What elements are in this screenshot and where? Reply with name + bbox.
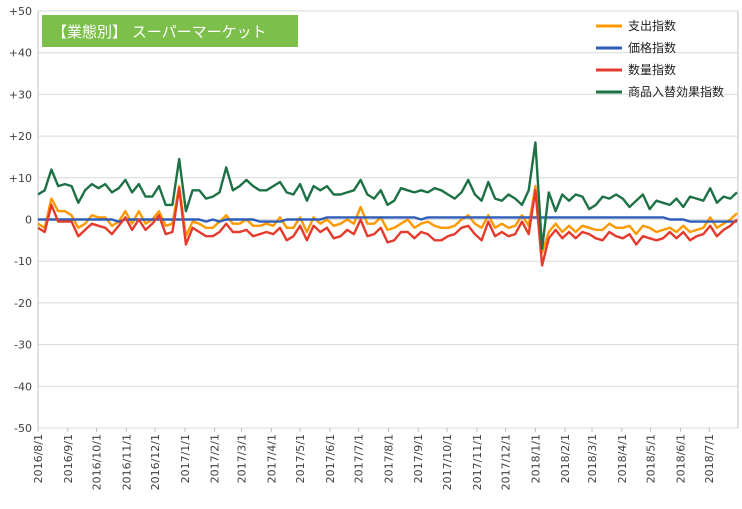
x-tick-label: 2017/4/1 xyxy=(265,434,278,483)
x-tick-label: 2017/7/1 xyxy=(353,434,366,483)
y-tick-label: +50 xyxy=(9,5,32,18)
x-tick-label: 2018/1/1 xyxy=(529,434,542,483)
y-tick-label: -20 xyxy=(14,297,32,310)
y-tick-label: -40 xyxy=(14,380,32,393)
y-tick-label: +40 xyxy=(9,47,32,60)
x-tick-label: 2017/11/1 xyxy=(471,434,484,490)
x-tick-label: 2018/7/1 xyxy=(703,434,716,483)
y-tick-label: 0 xyxy=(25,214,32,227)
y-tick-label: +30 xyxy=(9,88,32,101)
x-tick-labels: 2016/8/1 2016/9/1 2016/10/1 2016/11/1 2016/1… xyxy=(32,428,716,490)
series-line-3 xyxy=(37,141,738,250)
x-tick-label: 2018/3/1 xyxy=(586,434,599,483)
chart-title-box: 【業態別】 スーパーマーケット xyxy=(42,15,298,47)
x-tick-label: 2017/3/1 xyxy=(236,434,249,483)
chart-title-background xyxy=(42,15,298,47)
x-tick-label: 2018/4/1 xyxy=(616,434,629,483)
y-tick-labels: +50 +40 +30 +20 +10 0 -10 -20 -30 -40 -50 xyxy=(9,5,32,435)
y-tick-label: -10 xyxy=(14,255,32,268)
x-tick-label: 2016/12/1 xyxy=(149,434,162,490)
y-tick-label: +10 xyxy=(9,172,32,185)
legend-label: 数量指数 xyxy=(628,62,676,77)
x-tick-label: 2016/8/1 xyxy=(32,434,45,483)
x-tick-label: 2017/2/1 xyxy=(209,434,222,483)
series-lines xyxy=(37,141,738,267)
x-tick-label: 2018/2/1 xyxy=(559,434,572,483)
legend-label: 価格指数 xyxy=(628,40,676,55)
x-tick-label: 2018/5/1 xyxy=(645,434,658,483)
x-tick-label: 2017/1/1 xyxy=(179,434,192,483)
x-tick-label: 2018/6/1 xyxy=(674,434,687,483)
legend-label: 支出指数 xyxy=(628,18,676,33)
y-tick-label: +20 xyxy=(9,130,32,143)
series-line-0 xyxy=(37,184,738,255)
y-tick-label: -30 xyxy=(14,339,32,352)
x-tick-label: 2016/9/1 xyxy=(62,434,75,483)
series-line-2 xyxy=(37,186,738,267)
x-tick-label: 2017/12/1 xyxy=(500,434,513,490)
x-tick-label: 2017/8/1 xyxy=(382,434,395,483)
x-tick-label: 2016/11/1 xyxy=(120,434,133,490)
chart-title: 【業態別】 スーパーマーケット xyxy=(52,23,267,41)
y-tick-label: -50 xyxy=(14,422,32,435)
legend-label: 商品入替効果指数 xyxy=(628,84,724,99)
x-tick-label: 2017/6/1 xyxy=(324,434,337,483)
x-tick-label: 2017/9/1 xyxy=(412,434,425,483)
x-tick-label: 2017/5/1 xyxy=(294,434,307,483)
x-tick-label: 2017/10/1 xyxy=(441,434,454,490)
x-tick-label: 2016/10/1 xyxy=(91,434,104,490)
